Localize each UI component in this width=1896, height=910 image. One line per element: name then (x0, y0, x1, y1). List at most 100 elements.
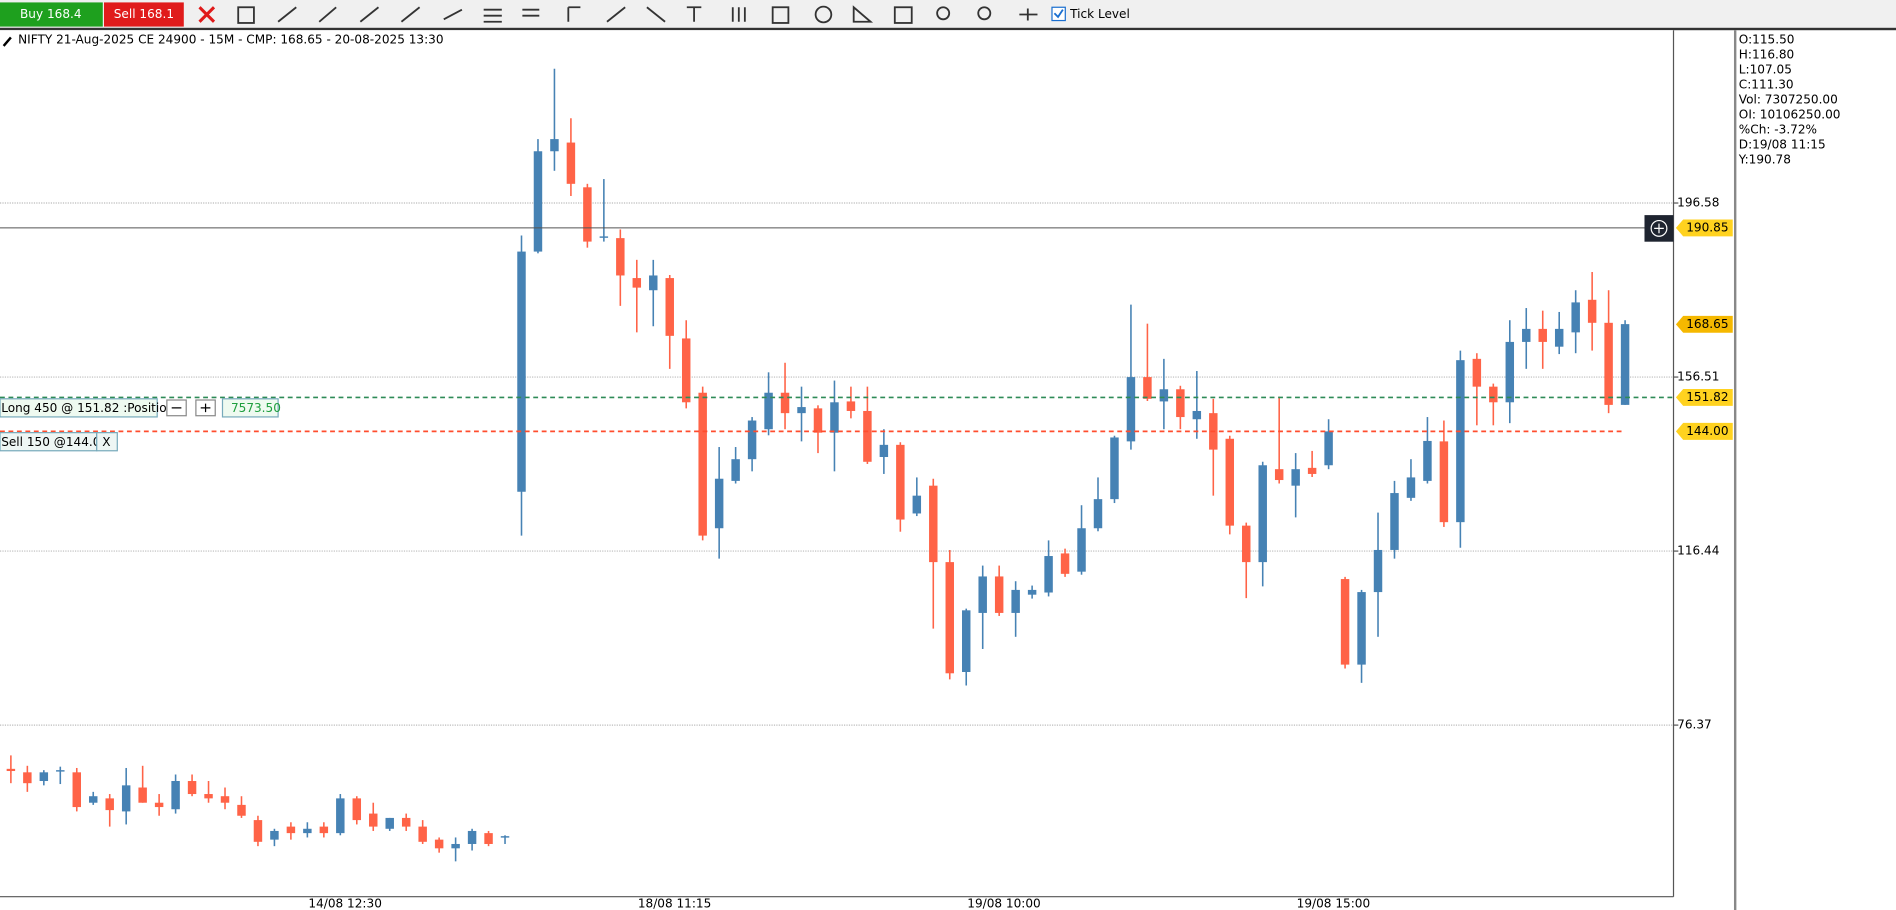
info-line: Vol: 7307250.00 (1739, 92, 1838, 106)
candle-body (336, 798, 345, 834)
sell-button[interactable] (103, 2, 184, 27)
candle-body (1489, 386, 1498, 403)
candle-body (978, 576, 987, 613)
candle-body (780, 392, 790, 414)
level-tag (1675, 422, 1733, 440)
candle-body (797, 407, 806, 414)
candle-body (434, 839, 444, 849)
candle-body (583, 187, 592, 242)
crosshair-plus (1654, 223, 1664, 234)
level-tag (1675, 388, 1733, 406)
candle-body (286, 826, 296, 834)
candle-body (1044, 556, 1053, 593)
chart-area (0, 30, 1674, 897)
toolbar-border (0, 27, 1896, 31)
long-order-box[interactable] (0, 398, 158, 418)
candle-body (599, 236, 609, 238)
candle-body (171, 781, 180, 810)
info-line: L:107.05 (1739, 62, 1792, 76)
candle-body (1620, 324, 1630, 405)
candle-body (616, 238, 625, 276)
candle-body (303, 828, 312, 834)
candle-body (23, 772, 32, 784)
candle-body (1060, 553, 1070, 574)
candle-body (550, 139, 559, 152)
candle-body (1373, 549, 1383, 593)
tool-icons[interactable] (198, 5, 1038, 24)
level-tag (1675, 315, 1733, 333)
candle-body (451, 843, 460, 849)
candle-body (1110, 437, 1119, 500)
candle-body (187, 781, 197, 795)
info-line: OI: 10106250.00 (1739, 107, 1841, 121)
candle-body (385, 817, 394, 829)
candle-body (1225, 438, 1235, 526)
pin-icon (2, 36, 12, 47)
candle-body (500, 836, 510, 838)
candle-body (929, 485, 938, 563)
x-tick-label: 18/08 11:15 (638, 896, 711, 910)
candle-body (319, 826, 329, 834)
y-tick-label: 76.37 (1677, 718, 1712, 732)
candle-body (1357, 592, 1366, 665)
candle-body (484, 833, 493, 844)
candle-body (1258, 465, 1267, 563)
candle-body (945, 562, 954, 674)
pnl-box (221, 398, 279, 418)
candle-body (1143, 377, 1152, 399)
cancel-order-label[interactable]: X (102, 435, 110, 449)
candle-body (566, 142, 576, 184)
candle-body (39, 772, 49, 782)
info-line: O:115.50 (1739, 32, 1795, 46)
candle-body (1522, 328, 1531, 342)
toolbar (0, 0, 1896, 30)
candle-body (1242, 525, 1251, 563)
candle-body (994, 576, 1004, 613)
candle-body (1456, 360, 1465, 523)
candle-body (72, 772, 82, 808)
candle-body (1176, 389, 1185, 418)
y-tick-label: 156.51 (1677, 370, 1719, 384)
candle-body (1291, 469, 1300, 486)
sell-order-label: Sell 150 @144.00 (1, 435, 108, 449)
candle-body (1604, 322, 1613, 405)
candle-body (1571, 302, 1580, 333)
cancel-order-button[interactable] (96, 432, 118, 452)
info-line: C:111.30 (1739, 77, 1794, 91)
candle-body (1439, 441, 1449, 523)
buy-button[interactable] (0, 2, 103, 27)
candle-body (1390, 493, 1399, 550)
plot: 196.58 156.51 116.44 76.37 14/08 12:30 18/08 … (0, 68, 1733, 910)
candle-body (1307, 467, 1317, 474)
info-line: D:19/08 11:15 (1739, 137, 1826, 151)
candle-body (369, 813, 378, 827)
candle-body (863, 410, 872, 462)
candle-body (270, 830, 279, 840)
candle-body (154, 802, 164, 808)
candle-body (698, 392, 707, 536)
tick-level-label[interactable]: Tick Level (1069, 7, 1130, 21)
candle-body (418, 826, 427, 842)
candle-body (1340, 579, 1350, 665)
candle-body (352, 798, 362, 821)
candle-body (1126, 377, 1136, 442)
candle-body (1406, 477, 1416, 498)
buy-label[interactable]: Buy 168.4 (20, 7, 82, 21)
level-tag (1675, 219, 1733, 237)
info-line: H:116.80 (1739, 47, 1794, 61)
level-label: 168.65 (1686, 317, 1728, 331)
candle-body (681, 338, 691, 403)
candle-body (56, 770, 65, 772)
candle-body (401, 817, 411, 827)
candle-body (714, 478, 724, 529)
x-tick-label: 19/08 10:00 (967, 896, 1040, 910)
candle-body (1587, 299, 1597, 323)
level-label: 144.00 (1686, 424, 1728, 438)
sell-label[interactable]: Sell 168.1 (114, 7, 174, 21)
candle-body (1423, 440, 1432, 481)
chart-header: NIFTY 21-Aug-2025 CE 24900 - 15M - CMP: … (18, 32, 443, 46)
candle-body (1538, 328, 1547, 342)
candle-body (731, 459, 740, 481)
